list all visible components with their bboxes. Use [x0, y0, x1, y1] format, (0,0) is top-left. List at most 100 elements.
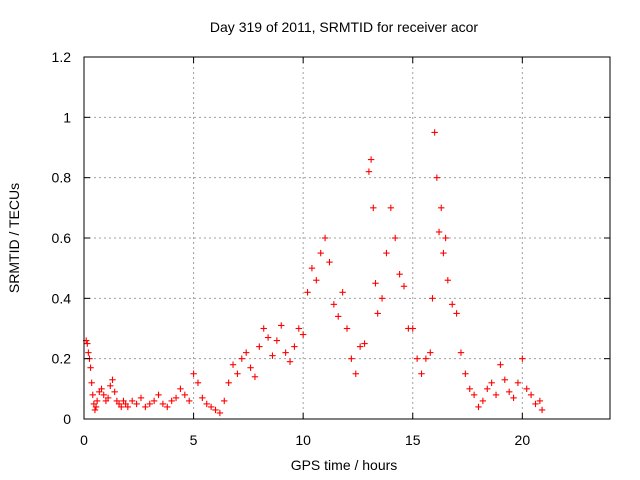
- data-point: [137, 394, 145, 402]
- data-point: [431, 129, 438, 136]
- data-point: [348, 355, 355, 362]
- x-tick-label: 0: [80, 432, 88, 448]
- data-point: [238, 355, 245, 362]
- data-point: [91, 406, 99, 414]
- data-point: [159, 400, 167, 408]
- data-point: [92, 403, 100, 411]
- data-point: [118, 403, 125, 411]
- data-point: [313, 277, 320, 284]
- data-point: [93, 397, 101, 405]
- data-point: [339, 289, 346, 296]
- data-point: [247, 364, 254, 371]
- data-point: [392, 234, 399, 242]
- data-point: [422, 355, 430, 362]
- data-point: [435, 228, 443, 236]
- data-point: [98, 385, 105, 393]
- y-tick-label: 1: [63, 109, 71, 125]
- data-point: [453, 310, 460, 317]
- y-tick-label: 0.2: [52, 351, 72, 367]
- data-point: [396, 271, 403, 278]
- y-tick-label: 0.8: [52, 170, 72, 186]
- data-point: [497, 361, 504, 368]
- data-point: [142, 403, 149, 411]
- data-point: [466, 385, 473, 393]
- plot-frame: [83, 56, 611, 420]
- data-point: [291, 343, 298, 350]
- x-tick-label: 10: [295, 432, 311, 448]
- data-point: [361, 340, 368, 347]
- data-point: [527, 391, 535, 399]
- x-tick-label: 20: [515, 432, 531, 448]
- chart-title: Day 319 of 2011, SRMTID for receiver aco…: [210, 19, 479, 35]
- data-point: [286, 358, 294, 365]
- data-point: [221, 397, 228, 405]
- data-point: [383, 249, 390, 257]
- data-point: [484, 385, 491, 393]
- data-point: [304, 289, 311, 296]
- data-point: [164, 403, 171, 411]
- data-point: [234, 370, 241, 377]
- data-point: [264, 334, 272, 341]
- data-point: [308, 264, 316, 272]
- data-point: [260, 325, 267, 332]
- data-point: [89, 391, 96, 399]
- data-point: [457, 349, 465, 356]
- data-point: [536, 397, 544, 405]
- data-point: [387, 204, 395, 212]
- data-point: [242, 349, 250, 356]
- y-tick-label: 0.6: [52, 230, 72, 246]
- data-point: [440, 249, 447, 257]
- data-point: [321, 234, 329, 242]
- data-point: [129, 397, 136, 405]
- data-point: [317, 249, 324, 257]
- data-point: [299, 331, 307, 338]
- data-point: [111, 388, 118, 396]
- data-point: [273, 337, 281, 344]
- data-point: [400, 283, 408, 290]
- data-point: [409, 325, 416, 332]
- x-tick-label: 5: [190, 432, 198, 448]
- data-point: [124, 403, 132, 411]
- data-point: [501, 376, 508, 383]
- data-points: [82, 129, 546, 417]
- data-point: [479, 397, 487, 405]
- data-point: [438, 204, 445, 212]
- data-point: [278, 322, 285, 329]
- data-point: [155, 391, 162, 399]
- y-axis-label: SRMTID / TECUs: [6, 183, 22, 293]
- data-point: [269, 352, 276, 359]
- data-point: [433, 174, 441, 181]
- data-point: [104, 394, 112, 402]
- y-tick-label: 1.2: [52, 49, 72, 65]
- data-point: [107, 382, 114, 390]
- data-point: [427, 349, 434, 356]
- data-point: [370, 204, 377, 212]
- data-point: [216, 409, 224, 417]
- data-point: [168, 397, 175, 405]
- axis-ticks: [83, 56, 610, 420]
- data-point: [194, 379, 202, 386]
- data-point: [335, 313, 342, 320]
- data-point: [199, 394, 206, 402]
- data-point: [514, 379, 522, 386]
- data-point: [356, 343, 364, 350]
- data-point: [229, 361, 237, 368]
- data-point: [505, 388, 513, 396]
- data-point: [418, 370, 425, 377]
- data-point: [444, 277, 452, 284]
- data-point: [87, 364, 94, 371]
- x-axis-label: GPS time / hours: [291, 457, 398, 473]
- data-point: [203, 400, 210, 408]
- data-point: [413, 355, 421, 362]
- data-point: [343, 325, 351, 332]
- data-point: [181, 391, 189, 399]
- data-point: [538, 406, 546, 414]
- data-point: [84, 340, 91, 347]
- y-tick-label: 0: [63, 411, 71, 427]
- data-point: [378, 295, 386, 302]
- y-tick-label: 0.4: [52, 290, 72, 306]
- data-point: [150, 397, 158, 405]
- data-point: [186, 397, 193, 405]
- data-point: [225, 379, 232, 386]
